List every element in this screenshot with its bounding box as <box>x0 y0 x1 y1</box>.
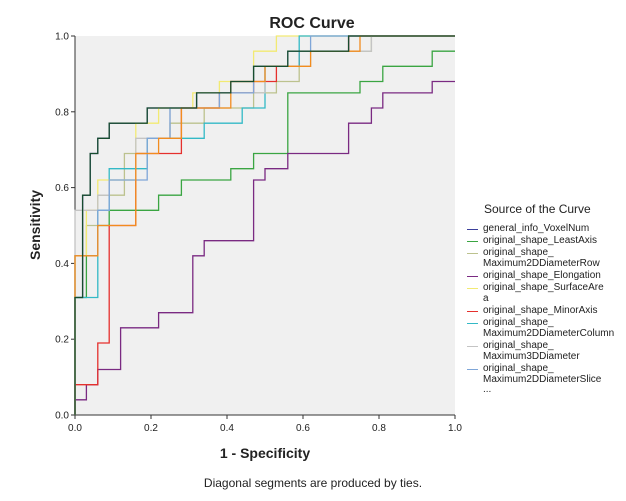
legend-item: original_shape_MinorAxis <box>467 305 625 316</box>
legend-label: original_shape_LeastAxis <box>483 235 597 246</box>
x-tick-label: 0.2 <box>144 423 158 434</box>
x-tick-label: 0.4 <box>220 423 234 434</box>
legend-more: ... <box>483 384 492 395</box>
y-tick-label: 0.8 <box>55 107 69 118</box>
legend-item: original_shape_Elongation <box>467 270 625 281</box>
legend-label: original_shape_SurfaceAre a <box>483 282 604 304</box>
y-tick-label: 0.2 <box>55 335 69 346</box>
legend-item: original_shape_ Maximum3DDiameter <box>467 340 625 362</box>
x-tick-label: 0.6 <box>296 423 310 434</box>
x-axis-label: 1 - Specificity <box>220 445 310 461</box>
curve-series <box>74 35 455 415</box>
legend-label: general_info_VoxelNum <box>483 223 590 234</box>
y-tick-label: 0.0 <box>55 411 69 422</box>
legend-item: original_shape_ Maximum2DDiameterColumn <box>467 317 625 339</box>
legend-items: general_info_VoxelNum original_shape_Leas… <box>467 223 625 385</box>
legend-swatch <box>467 323 478 324</box>
x-tick-label: 0.0 <box>68 423 82 434</box>
y-tick-label: 0.6 <box>55 183 69 194</box>
legend-title: Source of the Curve <box>484 202 591 216</box>
y-tick-label: 0.4 <box>55 259 69 270</box>
legend-label: original_shape_MinorAxis <box>483 305 598 316</box>
legend-item: original_shape_ Maximum2DDiameterRow <box>467 247 625 269</box>
footnote: Diagonal segments are produced by ties. <box>203 476 423 490</box>
legend: Source of the Curve general_info_VoxelNu… <box>467 202 625 395</box>
legend-label: original_shape_ Maximum3DDiameter <box>483 340 580 362</box>
legend-item: original_shape_SurfaceAre a <box>467 282 625 304</box>
legend-label: original_shape_ Maximum2DDiameterRow <box>483 247 600 269</box>
legend-swatch <box>467 346 478 347</box>
legend-item: original_shape_LeastAxis <box>467 235 625 246</box>
x-tick-label: 0.8 <box>372 423 386 434</box>
roc-line-overlay-darkgreen <box>74 35 455 415</box>
legend-swatch <box>467 311 478 312</box>
legend-swatch <box>467 369 478 370</box>
legend-item: original_shape_ Maximum2DDiameterSlice <box>467 363 625 385</box>
x-tick-label: 1.0 <box>448 423 462 434</box>
legend-swatch <box>467 229 478 230</box>
legend-swatch <box>467 288 478 289</box>
legend-label: original_shape_ Maximum2DDiameterColumn <box>483 317 615 339</box>
legend-item: general_info_VoxelNum <box>467 223 625 234</box>
legend-swatch <box>467 253 478 254</box>
legend-swatch <box>467 276 478 277</box>
legend-label: original_shape_ Maximum2DDiameterSlice <box>483 363 602 385</box>
y-axis-label: Sensitivity <box>27 190 43 260</box>
y-tick-label: 1.0 <box>55 32 69 43</box>
chart-title: ROC Curve <box>269 15 354 32</box>
legend-swatch <box>467 241 478 242</box>
roc-line-overlay-orange <box>74 35 455 415</box>
legend-label: original_shape_Elongation <box>483 270 601 281</box>
